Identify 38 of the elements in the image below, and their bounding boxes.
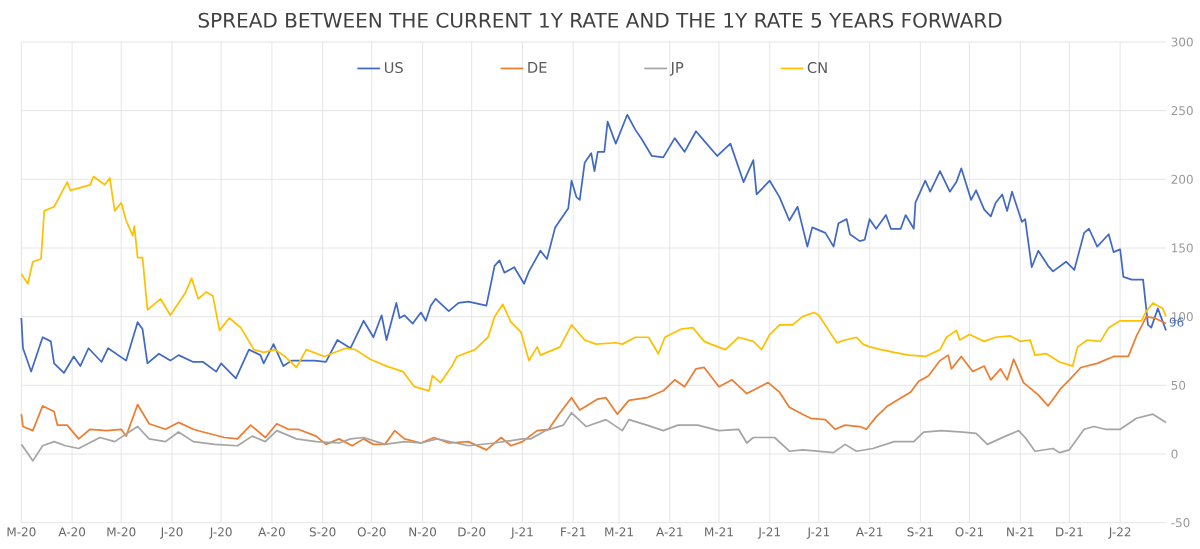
legend-label: CN <box>807 62 827 74</box>
legend-label: JP <box>669 62 684 76</box>
y-tick-label: 50 <box>1171 380 1186 390</box>
x-tick-label: J-20 <box>209 527 232 539</box>
x-tick-label: M-21 <box>705 527 733 537</box>
x-tick-label: A-21 <box>656 527 683 537</box>
y-tick-label: 150 <box>1172 243 1193 253</box>
x-tick-label: A-20 <box>58 527 86 537</box>
x-tick-label: N-21 <box>1007 527 1034 537</box>
x-tick-label: N-20 <box>409 527 437 537</box>
x-tick-label: A-20 <box>258 527 285 537</box>
x-tick-label: O-21 <box>955 527 984 537</box>
y-tick-label: 0 <box>1171 449 1178 459</box>
x-tick-label: M-21 <box>605 527 633 537</box>
x-tick-label: O-20 <box>357 527 386 537</box>
x-tick-label: J-20 <box>160 527 183 539</box>
line-series <box>20 411 1167 462</box>
x-tick-label: A-21 <box>855 527 883 537</box>
x-tick-label: J-22 <box>1108 527 1131 539</box>
y-tick-label: 200 <box>1171 174 1193 184</box>
x-tick-label: F-21 <box>561 527 586 537</box>
line-series <box>20 315 1167 451</box>
x-tick-label: S-20 <box>309 527 336 537</box>
x-tick-label: S-21 <box>907 527 933 537</box>
y-tick-label: 250 <box>1171 106 1193 116</box>
x-tick-label: M-20 <box>7 527 36 537</box>
x-tick-label: J-21 <box>806 527 830 539</box>
y-tick-label: 300 <box>1171 37 1193 47</box>
line-series <box>20 175 1167 392</box>
y-tick-label: -50 <box>1171 518 1190 528</box>
chart-title: SPREAD BETWEEN THE CURRENT 1Y RATE AND THE 1Y RATE 5 YEARS FORWARD <box>198 12 1002 28</box>
legend-label: US <box>384 62 403 74</box>
x-tick-label: J-21 <box>510 527 533 539</box>
x-tick-label: D-21 <box>1056 527 1083 537</box>
x-tick-label: D-20 <box>458 527 486 537</box>
legend-label: DE <box>528 62 547 73</box>
x-tick-label: J-21 <box>757 527 780 539</box>
x-tick-label: M-20 <box>107 527 136 537</box>
